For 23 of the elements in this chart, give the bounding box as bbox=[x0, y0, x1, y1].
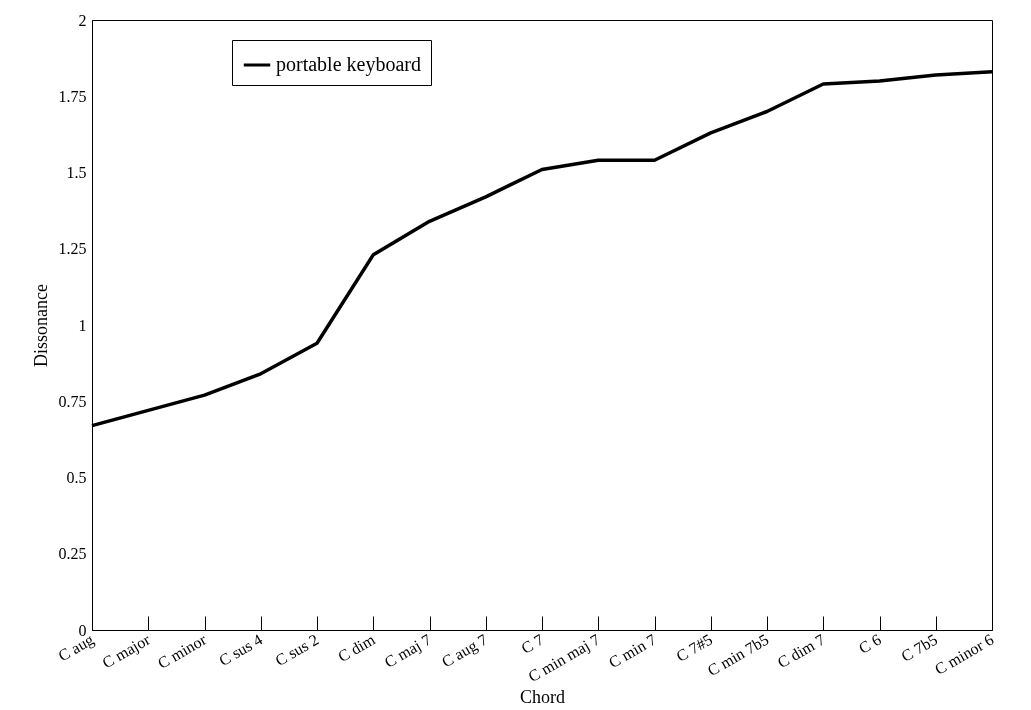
y-tick-label: 1 bbox=[78, 316, 87, 334]
y-axis-title: Dissonance bbox=[30, 284, 51, 367]
x-tick-label: C 7 bbox=[518, 630, 547, 657]
x-tick-label: C 6 bbox=[855, 630, 884, 657]
y-tick-label: 1.75 bbox=[58, 87, 87, 105]
x-tick-label: C dim bbox=[334, 630, 379, 666]
y-tick-label: 1.25 bbox=[58, 240, 87, 258]
x-tick-label: C major bbox=[99, 630, 154, 673]
x-axis-title: Chord bbox=[520, 687, 565, 708]
y-tick-label: 2 bbox=[78, 11, 87, 29]
x-tick-label: C min 7 bbox=[605, 630, 659, 672]
x-tick-label: C aug 7 bbox=[438, 630, 491, 672]
y-tick-label: 0.5 bbox=[66, 469, 87, 486]
x-tick-label: C minor bbox=[154, 630, 210, 672]
legend-label: portable keyboard bbox=[276, 53, 421, 76]
y-tick-label: 0.75 bbox=[58, 392, 87, 410]
y-tick-label: 0 bbox=[78, 621, 87, 639]
y-tick-label: 0.25 bbox=[58, 545, 87, 563]
x-tick-label: C sus 2 bbox=[272, 630, 322, 669]
y-tick-label: 1.5 bbox=[66, 164, 87, 181]
x-tick-label: C dim 7 bbox=[774, 630, 828, 672]
x-tick-label: C maj 7 bbox=[381, 630, 435, 672]
x-tick-label: C sus 4 bbox=[215, 630, 266, 669]
